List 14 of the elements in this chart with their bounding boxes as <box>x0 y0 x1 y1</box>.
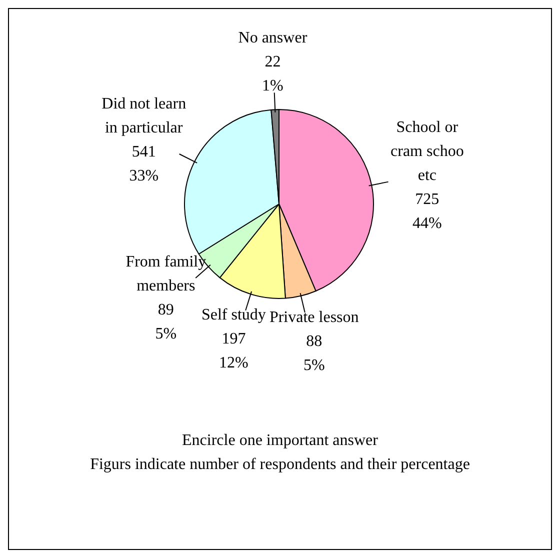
data-label: 541 33% <box>129 144 159 185</box>
data-label: 88 5% <box>303 333 325 374</box>
text: Figurs indicate number of respondents and their percentage <box>89 455 471 475</box>
data-label: 89 5% <box>155 301 177 342</box>
data-label: 22 1% <box>262 54 284 95</box>
data-label: 197 12% <box>219 330 248 372</box>
slice-label: No answer <box>238 30 308 47</box>
data-label: 725 44% <box>412 190 442 232</box>
slice-label: Did not learn in particular <box>102 96 186 137</box>
slice-label: From family members <box>126 253 206 294</box>
slice-label: Self study <box>201 306 266 324</box>
slice-label: School or cram schoo etc <box>390 118 464 184</box>
slice-label: Private lesson <box>269 309 359 326</box>
text: Encircle one important answer <box>181 431 379 451</box>
